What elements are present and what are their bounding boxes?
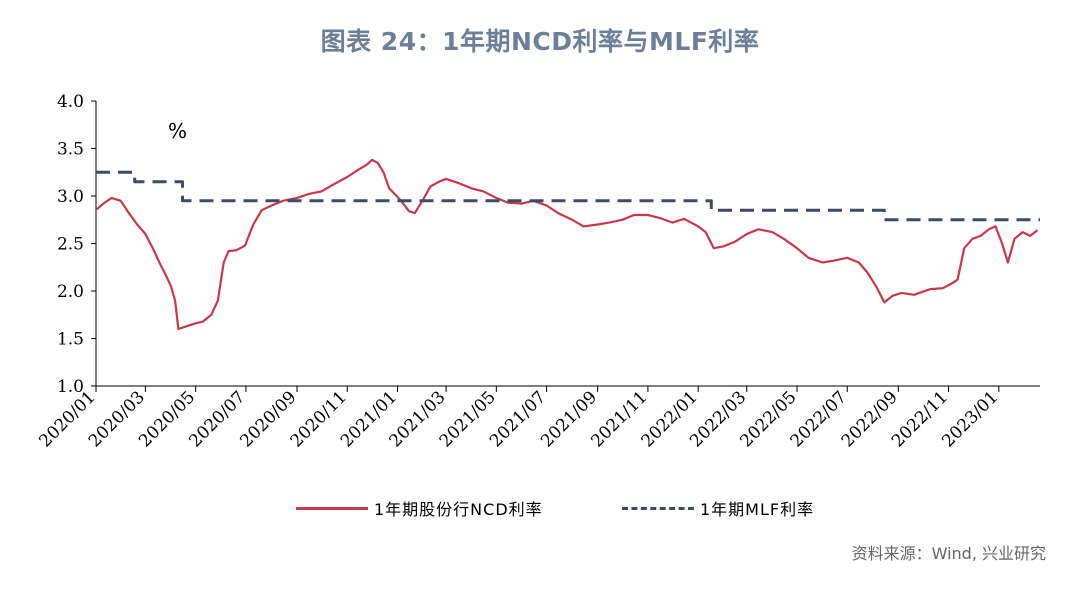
legend: 1年期股份行NCD利率 1年期MLF利率 (0, 496, 1080, 522)
y-tick-label: 4.0 (57, 92, 84, 112)
mlf-rate-line (96, 170, 1040, 222)
y-tick-label: 1.0 (57, 377, 84, 397)
line-chart: 4.03.53.02.52.01.51.02020/012020/032020/… (35, 92, 1040, 451)
legend-item-ncd: 1年期股份行NCD利率 (296, 496, 543, 520)
series-layer (96, 158, 1040, 331)
source-note: 资料来源：Wind, 兴业研究 (851, 544, 1046, 563)
y-tick-label: 2.5 (57, 235, 84, 255)
legend-swatch-ncd (296, 506, 368, 510)
chart-title: 图表 24：1年期NCD利率与MLF利率 (320, 27, 760, 56)
legend-item-mlf: 1年期MLF利率 (622, 496, 814, 520)
y-tick-label: 1.5 (57, 330, 84, 350)
x-tick-label: 2023/01 (938, 387, 1002, 451)
legend-label-mlf: 1年期MLF利率 (700, 500, 815, 519)
axes: 4.03.53.02.52.01.51.02020/012020/032020/… (35, 92, 1040, 451)
y-tick-label: 3.0 (57, 187, 84, 207)
ncd-rate-line (96, 158, 1039, 331)
legend-swatch-mlf (622, 506, 694, 510)
unit-label: % (168, 119, 187, 143)
y-tick-label: 2.0 (57, 282, 84, 302)
y-tick-label: 3.5 (57, 140, 84, 160)
legend-label-ncd: 1年期股份行NCD利率 (374, 500, 543, 519)
